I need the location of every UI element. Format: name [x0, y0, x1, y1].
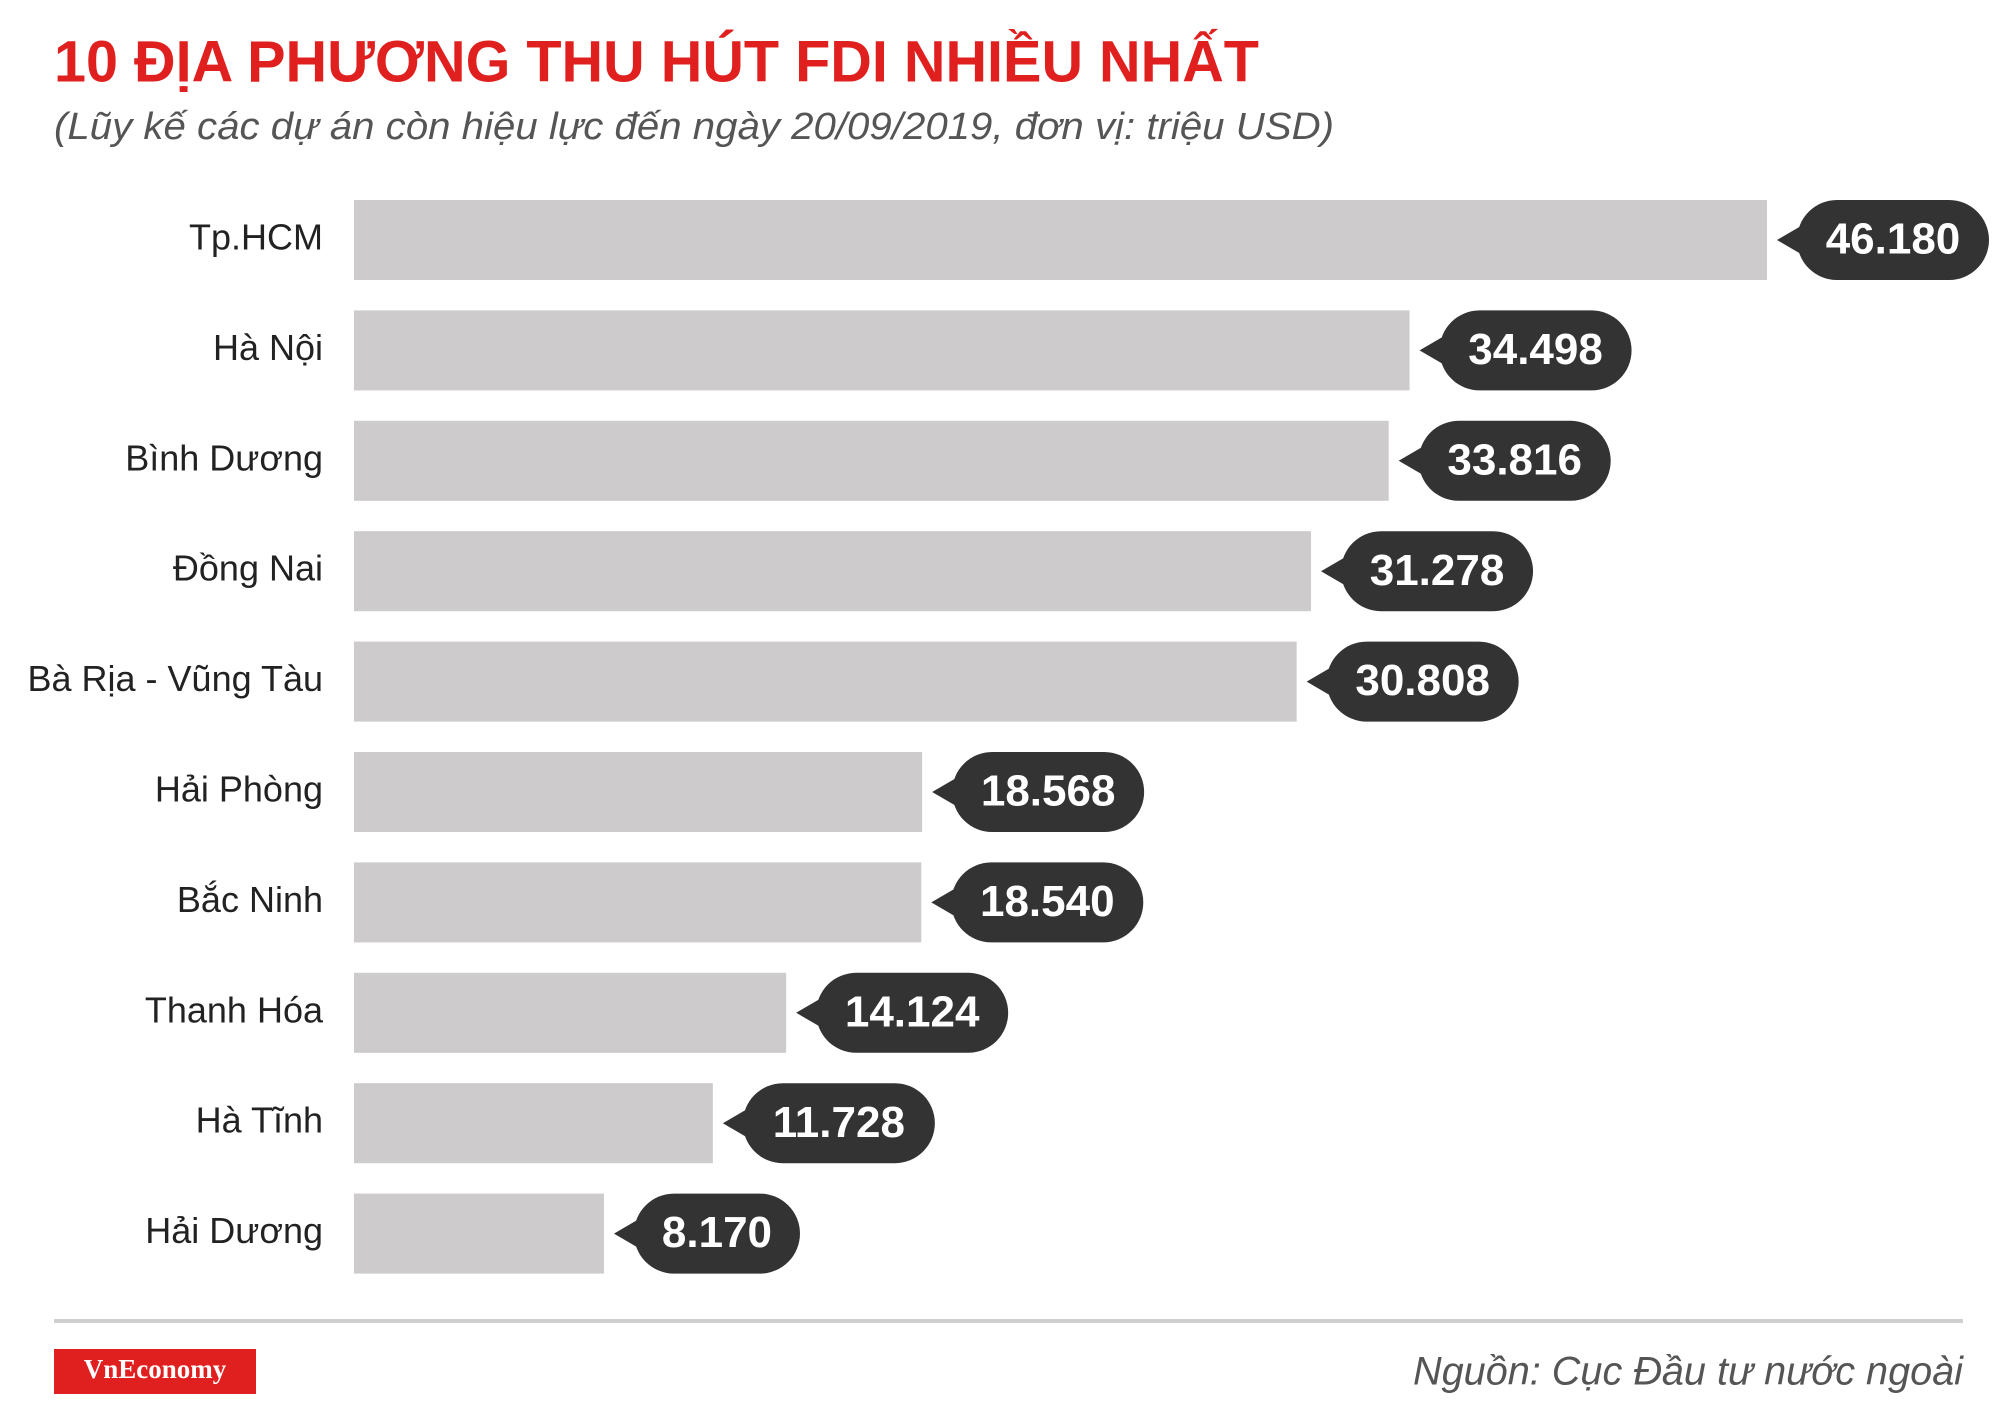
label-pointer — [1777, 226, 1801, 254]
label-pointer — [722, 1109, 747, 1138]
value-label: 14.124 — [845, 987, 980, 1036]
source: Nguồn: Cục Đầu tư nước ngoài — [1413, 1350, 1964, 1394]
label-bubble — [1326, 641, 1519, 722]
value-label: 34.498 — [1468, 325, 1603, 374]
value-label: 18.540 — [980, 877, 1115, 926]
bar — [354, 972, 787, 1053]
value-label: 31.278 — [1370, 546, 1505, 595]
label-bubble — [952, 752, 1145, 832]
label-bubble — [951, 862, 1144, 943]
value-label: 33.816 — [1447, 435, 1582, 484]
bar — [354, 531, 1312, 612]
label-pointer — [1419, 336, 1444, 365]
category-label: Thanh Hóa — [145, 989, 324, 1030]
logo-box — [54, 1349, 256, 1394]
bar — [354, 752, 923, 832]
value-label: 11.728 — [773, 1098, 905, 1147]
bar — [354, 1193, 604, 1274]
label-bubble — [1797, 200, 1989, 280]
label-pointer — [1398, 446, 1423, 475]
value-label: 18.568 — [981, 767, 1116, 816]
bar — [354, 1083, 713, 1164]
label-bubble — [633, 1193, 800, 1274]
bar — [354, 862, 922, 943]
label-pointer — [613, 1219, 638, 1248]
label-pointer — [931, 888, 956, 917]
category-label: Bình Dương — [125, 437, 323, 478]
category-label: Bắc Ninh — [177, 879, 323, 920]
bar — [354, 641, 1297, 722]
category-label: Hà Tĩnh — [196, 1100, 323, 1141]
label-bubble — [742, 1083, 935, 1164]
value-label: 8.170 — [662, 1208, 772, 1257]
value-label: 46.180 — [1826, 215, 1961, 264]
category-label: Tp.HCM — [189, 217, 323, 258]
bar — [354, 420, 1389, 501]
logo: VnEconomy — [84, 1354, 227, 1384]
label-pointer — [932, 778, 957, 806]
label-pointer — [1321, 557, 1346, 586]
category-label: Hải Dương — [145, 1210, 323, 1251]
category-label: Đồng Nai — [173, 548, 323, 589]
value-label: 30.808 — [1355, 656, 1490, 705]
chart-subtitle: (Lũy kế các dự án còn hiệu lực đến ngày … — [54, 106, 1334, 148]
chart-title: 10 ĐỊA PHƯƠNG THU HÚT FDI NHIỀU NHẤT — [54, 29, 1259, 94]
bar — [354, 310, 1410, 391]
label-bubble — [816, 972, 1009, 1053]
label-pointer — [1306, 667, 1331, 696]
category-label: Hải Phòng — [155, 769, 323, 810]
label-bubble — [1418, 420, 1611, 501]
label-bubble — [1341, 531, 1534, 612]
bar — [354, 200, 1767, 280]
category-label: Bà Rịa - Vũng Tàu — [27, 658, 323, 699]
category-label: Hà Nội — [213, 327, 323, 368]
label-pointer — [796, 998, 821, 1027]
label-bubble — [1439, 310, 1632, 391]
